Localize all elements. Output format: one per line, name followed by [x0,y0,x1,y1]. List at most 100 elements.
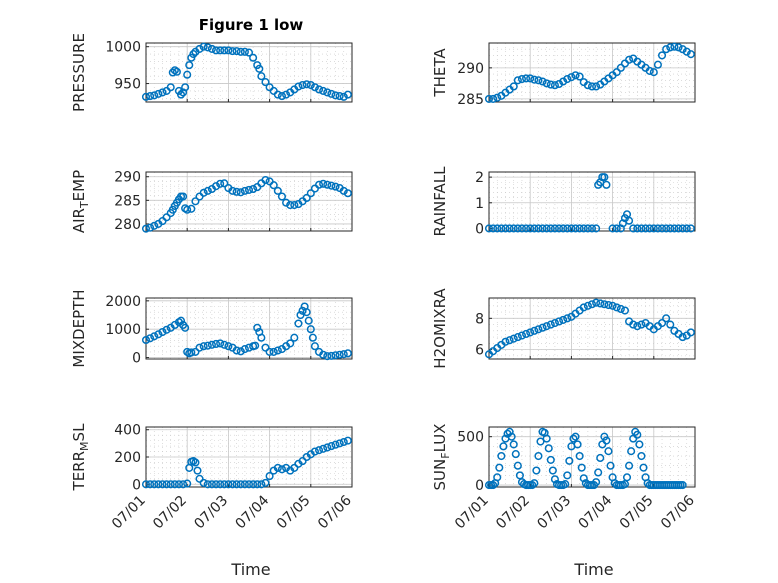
data-point [587,300,597,309]
data-point [627,447,636,456]
data-point [306,189,315,198]
data-point [509,440,518,449]
data-point [228,186,237,195]
y-axis-label: TERRMSL [70,423,91,492]
data-point [571,71,580,80]
data-point [211,182,221,191]
data-point [534,325,543,334]
data-point [232,346,241,355]
data-point [277,192,287,201]
data-point [546,224,555,233]
data-point [298,457,307,466]
x-tick-label: 07/04 [233,492,273,532]
data-point [637,320,646,329]
data-point [542,434,551,443]
subplot-air: 280 285 290 AIRTEMP [70,170,353,233]
data-point [207,44,216,53]
data-point [211,339,221,349]
data-point [686,50,695,59]
data-point [622,473,632,482]
data-point [666,320,675,329]
data-point [183,70,192,79]
data-point [604,300,613,310]
subplot-rainfall: 0 1 2 RAINFALL [431,166,696,237]
data-point [513,333,522,342]
data-point [495,463,504,472]
data-point [592,478,601,487]
data-point [522,74,531,83]
data-point [563,74,572,84]
data-point [489,94,498,103]
data-point [546,80,555,89]
data-point [633,430,642,439]
data-point [571,432,580,441]
data-point [183,479,192,488]
data-point [579,474,588,483]
plot-area [489,172,695,231]
data-point [335,350,344,359]
data-point [583,81,592,90]
y-tick-label: 285 [114,193,141,209]
figure-title: Figure 1 low [199,16,304,34]
data-point [282,90,291,99]
y-axis-label: MIXDEPTH [70,289,88,367]
data-point [509,334,518,343]
data-point [236,188,245,197]
data-point [162,325,171,334]
x-tick-label: 07/03 [534,493,574,533]
data-point [493,93,502,102]
data-point [150,91,159,100]
y-axis-label: AIRTEMP [70,170,91,233]
data-point [550,81,559,90]
y-tick-label: 1000 [105,322,141,338]
subplot-sun: 0 500 07/01 07/02 07/03 07/04 07/05 07/06 SUNFLU… [431,424,698,533]
data-point [232,187,241,196]
data-point [294,319,303,328]
data-point [310,447,319,456]
data-point [224,342,233,351]
data-point [199,42,208,51]
data-point [195,343,204,352]
x-tick-label: 07/04 [576,492,616,532]
data-point [141,224,151,233]
x-tick-label: 07/02 [493,493,533,533]
data-point [261,478,270,487]
data-point [635,440,644,449]
data-point [273,90,282,99]
data-point [550,475,559,484]
data-point [224,480,233,489]
data-point [629,224,638,233]
data-point [497,451,506,461]
data-point [484,224,494,233]
y-tick-label: 1000 [105,40,141,56]
data-point [253,480,262,489]
data-point [583,301,592,310]
data-point [600,173,609,182]
data-point [587,82,597,91]
data-point [544,444,553,453]
subplot-terr: 0 200 400 07/01 07/02 07/03 07/04 07/05 07/06 TER… [70,423,355,533]
data-point [657,318,667,328]
data-point [532,466,541,475]
axes-box [145,171,353,232]
data-point [530,326,539,335]
data-point [228,47,237,56]
data-point [302,308,311,317]
y-axis-label: SUNFLUX [431,424,452,491]
data-point [600,300,609,309]
data-point [257,72,266,81]
data-point [261,175,270,185]
data-point [339,437,348,447]
data-point [596,299,605,308]
y-axis-label: PRESSURE [70,33,88,112]
data-point [637,224,646,233]
data-point [509,224,518,233]
data-point [193,466,202,475]
data-point [249,53,258,62]
data-point [666,224,675,233]
data-point [530,224,539,233]
data-point [244,185,254,194]
y-tick-label: 6 [475,343,484,359]
data-point [195,474,204,483]
data-point [244,48,254,57]
